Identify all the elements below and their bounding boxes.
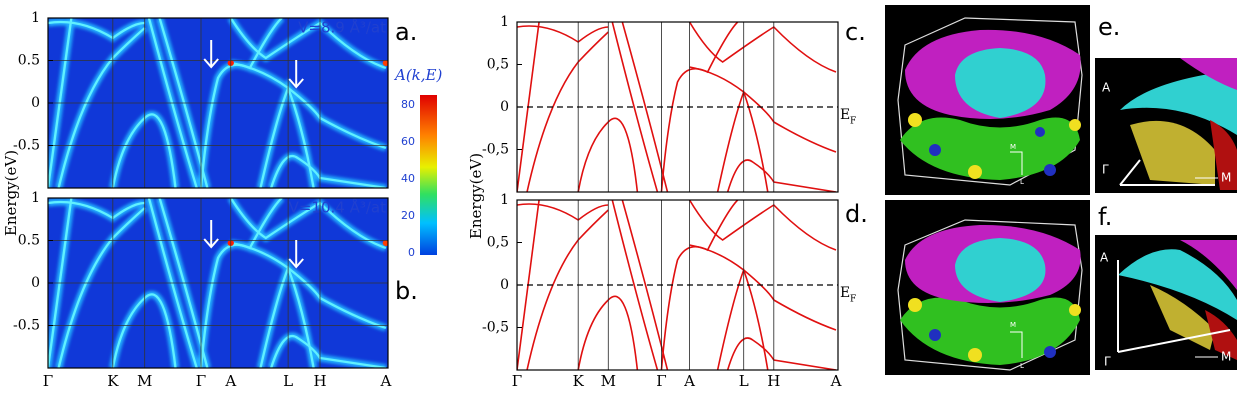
cut-label: L bbox=[1020, 362, 1024, 370]
arrow-head bbox=[288, 78, 304, 89]
panel-label: b. bbox=[395, 277, 418, 305]
y-tick-label: 0 bbox=[31, 95, 40, 111]
y-tick-label: -0,5 bbox=[482, 320, 509, 336]
fermi-zoom-e bbox=[1095, 58, 1237, 193]
frame bbox=[47, 17, 389, 189]
colorbar bbox=[420, 95, 437, 255]
colorbar-tick-label: 0 bbox=[408, 246, 415, 259]
x-tick-label: H bbox=[767, 372, 780, 390]
x-tick-label: A bbox=[830, 372, 842, 390]
arrow-head bbox=[203, 58, 219, 69]
cut-label: L bbox=[1020, 178, 1024, 186]
fermi-sub: F bbox=[850, 295, 856, 305]
frame bbox=[516, 21, 839, 193]
axis-label: M bbox=[1221, 350, 1231, 364]
x-tick-label: L bbox=[283, 372, 293, 390]
axis-label: Γ bbox=[1104, 355, 1111, 369]
cut-label: M bbox=[1010, 143, 1016, 151]
x-tick-label: H bbox=[313, 372, 326, 390]
colorbar-label: A(k,E) bbox=[393, 66, 442, 84]
fermi-surface-c bbox=[885, 5, 1090, 195]
x-tick-label: M bbox=[601, 372, 616, 390]
y-tick-label: 0 bbox=[500, 277, 509, 293]
y-tick-label: 1 bbox=[31, 190, 40, 206]
frame bbox=[47, 197, 389, 369]
frame bbox=[516, 199, 839, 371]
colorbar-tick-label: 40 bbox=[401, 172, 415, 185]
fermi-label: E bbox=[840, 107, 850, 123]
y-axis-label: Energy(eV) bbox=[2, 150, 20, 236]
y-tick-label: 1 bbox=[500, 14, 509, 30]
x-tick-label: Γ bbox=[656, 372, 666, 390]
arrow-head bbox=[288, 258, 304, 269]
y-tick-label: -0.5 bbox=[13, 138, 40, 154]
arrow-head bbox=[203, 238, 219, 249]
y-tick-label: -0.5 bbox=[13, 318, 40, 334]
fermi-surface-d bbox=[885, 200, 1090, 375]
cut-label: M bbox=[1010, 321, 1016, 329]
x-tick-label: A bbox=[379, 372, 391, 390]
y-tick-label: 1 bbox=[500, 192, 509, 208]
fermi-sub: F bbox=[850, 117, 856, 127]
y-tick-label: 0.5 bbox=[18, 233, 40, 249]
x-tick-label: K bbox=[107, 372, 119, 390]
spectral-peak bbox=[382, 60, 388, 66]
volume-label: V=10.4 Å³/at bbox=[289, 198, 387, 217]
colorbar-tick-label: 60 bbox=[401, 135, 415, 148]
x-tick-label: Γ bbox=[196, 372, 206, 390]
y-axis-label: Energy(eV) bbox=[467, 153, 485, 239]
fermi-label: E bbox=[840, 285, 850, 301]
axis-label: A bbox=[1100, 251, 1109, 265]
y-tick-label: -0,5 bbox=[482, 142, 509, 158]
fermi-zoom-f bbox=[1095, 235, 1237, 370]
x-tick-label: L bbox=[739, 372, 749, 390]
x-tick-label: A bbox=[683, 372, 695, 390]
y-tick-label: 1 bbox=[31, 10, 40, 26]
x-tick-label: Γ bbox=[512, 372, 522, 390]
axis-label: M bbox=[1221, 171, 1231, 185]
colorbar-tick-label: 20 bbox=[401, 209, 415, 222]
y-tick-label: 0 bbox=[31, 275, 40, 291]
panel-label: d. bbox=[845, 200, 868, 228]
axis-label: Γ bbox=[1102, 163, 1109, 177]
axis-label: A bbox=[1102, 81, 1111, 95]
colorbar-tick-label: 80 bbox=[401, 98, 415, 111]
panel-label: a. bbox=[395, 18, 417, 46]
x-tick-label: A bbox=[224, 372, 236, 390]
spectral-peak bbox=[382, 240, 388, 246]
x-tick-label: Γ bbox=[43, 372, 53, 390]
panel-label: c. bbox=[845, 18, 866, 46]
x-tick-label: K bbox=[573, 372, 585, 390]
y-tick-label: 0.5 bbox=[18, 53, 40, 69]
panel-label: f. bbox=[1098, 203, 1112, 231]
volume-label: V=8.9 Å³/at bbox=[298, 18, 386, 37]
panel-label: e. bbox=[1098, 13, 1120, 41]
y-tick-label: 0 bbox=[500, 99, 509, 115]
y-tick-label: 0,5 bbox=[487, 235, 509, 251]
y-tick-label: 0,5 bbox=[487, 57, 509, 73]
x-tick-label: M bbox=[137, 372, 152, 390]
